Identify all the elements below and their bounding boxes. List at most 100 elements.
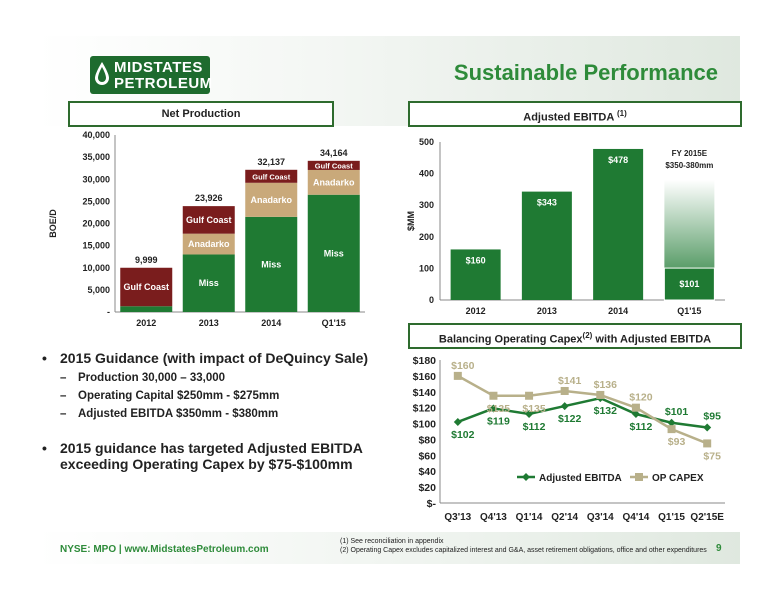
bar-segment-anadarko xyxy=(307,169,360,195)
y-axis-label: BOE/D xyxy=(48,209,58,238)
bar-value-label: $160 xyxy=(466,255,486,265)
bar-segment-miss xyxy=(120,306,173,312)
y-tick-label: $100 xyxy=(413,419,437,431)
net-production-chart: - 5,000 10,000 15,000 20,000 25,000 30,000 35,0… xyxy=(48,130,365,328)
net-production-title: Net Production xyxy=(161,108,241,120)
ebitda-bar xyxy=(663,267,715,301)
legend-marker-capex xyxy=(635,473,643,481)
ebitda-bar xyxy=(450,249,501,300)
y-tick-label: 5,000 xyxy=(87,285,110,295)
bar-segment-gulf-coast xyxy=(245,169,298,183)
capex-title-box: Balancing Operating Capex(2) with Adjust… xyxy=(408,323,742,349)
x-tick-label: Q1'15 xyxy=(658,512,685,523)
segment-label: Anadarko xyxy=(188,239,230,249)
y-axis-label: $MM xyxy=(406,211,416,231)
y-tick-label: - xyxy=(107,307,110,317)
footnotes: (1) See reconciliation in appendix (2) O… xyxy=(340,537,707,555)
capex-point xyxy=(453,371,462,380)
x-tick-label: Q2'15E xyxy=(690,512,724,523)
point-value-label: $136 xyxy=(594,379,618,391)
x-tick-label: 2014 xyxy=(261,318,281,328)
ebitda-point xyxy=(525,410,534,419)
capex-footnote-ref: (2) xyxy=(582,331,593,340)
capex-point xyxy=(525,391,534,400)
x-tick-label: 2013 xyxy=(199,318,219,328)
bar-segment-anadarko xyxy=(245,182,298,217)
capex-point xyxy=(667,425,676,434)
x-tick-label: 2012 xyxy=(466,306,486,316)
bar-value-label: $343 xyxy=(537,198,557,208)
ebitda-bar xyxy=(521,191,572,300)
ebitda-point xyxy=(453,417,462,426)
point-value-label: $101 xyxy=(665,406,689,418)
point-value-label: $135 xyxy=(522,403,546,415)
y-tick-label: 10,000 xyxy=(82,263,110,273)
segment-label: Anadarko xyxy=(313,177,355,187)
y-tick-label: 300 xyxy=(419,200,434,210)
bar-segment-gulf-coast xyxy=(120,267,173,307)
bar-value-label: $478 xyxy=(608,155,628,165)
y-tick-label: 25,000 xyxy=(82,196,110,206)
y-tick-label: 400 xyxy=(419,169,434,179)
footer-band xyxy=(36,532,740,564)
ebitda-point xyxy=(703,423,712,432)
ebitda-point xyxy=(667,418,676,427)
bullet-guidance: 2015 Guidance (with impact of DeQuincy S… xyxy=(42,350,382,366)
series-line-ebitda xyxy=(457,396,708,429)
guidance-label: FY 2015E xyxy=(672,149,708,158)
bar-value-label: $101 xyxy=(679,279,699,289)
adjusted-ebitda-chart: 0 100 200 300 400 500 $MM $160 2012 $343 2013 $478 2… xyxy=(406,137,725,316)
bar-segment-gulf-coast xyxy=(307,160,360,170)
y-tick-label: $80 xyxy=(418,434,436,446)
x-tick-label: Q4'13 xyxy=(480,512,507,523)
y-tick-label: 100 xyxy=(419,263,434,273)
point-value-label: $119 xyxy=(487,415,510,427)
series-line-capex xyxy=(457,374,708,445)
segment-label: Anadarko xyxy=(250,195,292,205)
y-tick-label: 40,000 xyxy=(82,130,110,140)
adjusted-ebitda-title: Adjusted EBITDA xyxy=(523,111,614,124)
bar-segment-miss xyxy=(245,216,298,312)
y-tick-label: 15,000 xyxy=(82,241,110,251)
x-tick-label: Q1'15 xyxy=(677,306,701,316)
capex-vs-ebitda-chart: $- $20 $40 $60 $80 $100 $120 $140 $160 $180 Q3'13 Q… xyxy=(413,355,725,523)
segment-label: Miss xyxy=(199,278,219,288)
point-value-label: $141 xyxy=(558,375,582,387)
point-value-label: $135 xyxy=(487,403,511,415)
legend-marker-ebitda xyxy=(522,473,530,481)
bar-segment-gulf-coast xyxy=(182,206,235,234)
capex-title-main: Balancing Operating Capex xyxy=(438,333,583,346)
footer-ticker-link[interactable]: NYSE: MPO | www.MidstatesPetroleum.com xyxy=(60,544,269,555)
point-value-label: $75 xyxy=(703,450,721,462)
y-tick-label: $180 xyxy=(413,355,437,367)
y-tick-label: $120 xyxy=(413,403,437,415)
bar-segment-miss xyxy=(182,254,235,312)
y-tick-label: $40 xyxy=(418,466,436,478)
y-tick-label: 30,000 xyxy=(82,174,110,184)
x-tick-label: Q4'14 xyxy=(623,512,650,523)
segment-label: Miss xyxy=(261,259,281,269)
y-tick-label: 200 xyxy=(419,232,434,242)
y-tick-label: $- xyxy=(427,498,437,510)
point-value-label: $122 xyxy=(558,413,582,425)
adjusted-ebitda-footnote-ref: (1) xyxy=(616,109,627,118)
company-logo: MIDSTATES PETROLEUM xyxy=(90,56,212,94)
bar-segment-anadarko xyxy=(182,233,235,255)
bullet-target: 2015 guidance has targeted Adjusted EBIT… xyxy=(42,440,382,472)
x-tick-label: Q2'14 xyxy=(551,512,578,523)
ebitda-point xyxy=(560,402,569,411)
point-value-label: $120 xyxy=(629,392,653,404)
x-tick-label: 2012 xyxy=(136,318,156,328)
y-tick-label: 500 xyxy=(419,137,434,147)
bar-total-label: 9,999 xyxy=(135,255,158,265)
logo-text-line1: MIDSTATES xyxy=(114,59,203,76)
point-value-label: $112 xyxy=(523,421,546,433)
y-tick-label: $20 xyxy=(418,482,436,494)
point-value-label: $112 xyxy=(630,421,653,433)
ebitda-point xyxy=(489,404,498,413)
x-tick-label: Q3'13 xyxy=(444,512,471,523)
footnote-2: (2) Operating Capex excludes capitalized… xyxy=(340,547,707,554)
legend-label-capex: OP CAPEX xyxy=(652,473,704,484)
y-tick-label: $60 xyxy=(418,450,436,462)
x-tick-label: Q3'14 xyxy=(587,512,614,523)
